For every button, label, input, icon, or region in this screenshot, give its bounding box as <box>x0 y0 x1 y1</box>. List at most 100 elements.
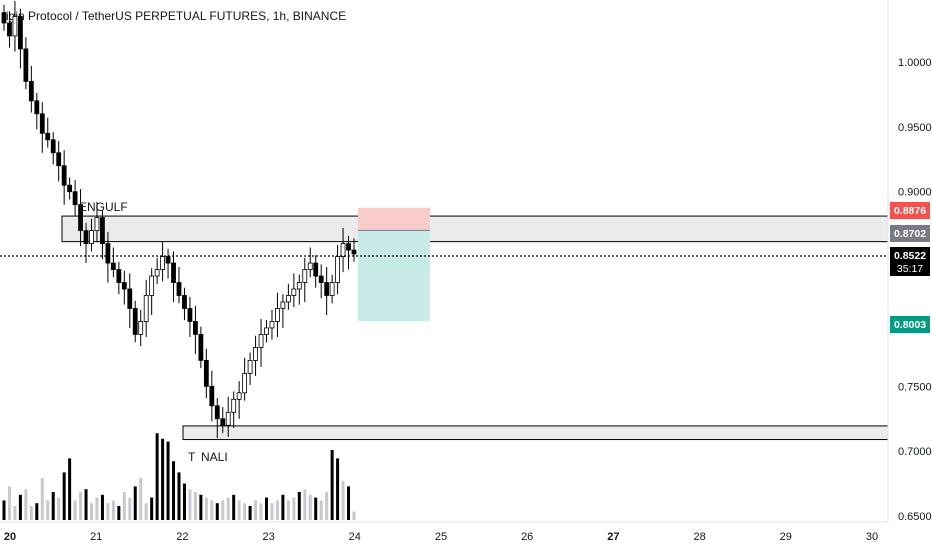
volume-bar <box>248 506 252 520</box>
x-tick-label: 28 <box>693 531 705 543</box>
countdown-text: 35:17 <box>897 263 923 275</box>
candle-body <box>296 282 302 290</box>
volume-bar <box>62 472 66 520</box>
volume-layer <box>2 433 356 520</box>
volume-bar <box>18 494 22 520</box>
volume-bar <box>303 489 307 520</box>
target-price-tag: 0.8003 <box>890 316 930 333</box>
candle-body <box>203 359 209 387</box>
candle-body <box>132 308 138 335</box>
candle-body <box>313 262 319 277</box>
volume-bar <box>90 503 93 520</box>
volume-bar <box>13 506 17 520</box>
x-tick-label: 27 <box>607 531 619 543</box>
candle-body <box>329 282 335 296</box>
candle-body <box>149 275 155 296</box>
candle-body <box>34 100 40 115</box>
volume-bar <box>319 500 323 520</box>
candle-body <box>264 327 269 335</box>
stop-loss-zone <box>358 207 430 231</box>
volume-bar <box>232 494 236 520</box>
volume-bar <box>7 486 11 520</box>
engulf-label: ENGULF <box>79 200 128 214</box>
volume-bar <box>46 500 50 520</box>
candle-body <box>214 405 220 420</box>
volume-bar <box>144 503 148 520</box>
volume-bar <box>172 461 176 520</box>
volume-bar <box>161 438 165 520</box>
candle-body <box>242 372 248 394</box>
target-tag-text: 0.8003 <box>894 319 926 331</box>
volume-bar <box>79 492 83 520</box>
volume-bar <box>243 503 247 520</box>
candle-body <box>78 204 83 232</box>
entry-tag-bg <box>890 225 930 242</box>
target-tag-bg <box>890 316 930 333</box>
candle-body <box>335 256 340 283</box>
candle-body <box>340 243 346 257</box>
volume-bar <box>51 492 55 520</box>
candle-body <box>324 282 330 296</box>
candle-body <box>269 321 275 329</box>
x-tick-label: 21 <box>90 531 102 543</box>
volume-bar <box>270 503 274 520</box>
candle-body <box>100 217 105 244</box>
volume-bar <box>122 492 126 520</box>
y-tick-label: 0.6500 <box>898 511 932 523</box>
volume-bar <box>259 503 263 520</box>
chart-title: rigin Protocol / TetherUS PERPETUAL FUTU… <box>2 9 347 23</box>
candle-body <box>318 275 324 283</box>
candle-body <box>346 243 351 251</box>
candle-body <box>116 269 122 283</box>
candle-body <box>45 132 51 141</box>
candle-body <box>143 295 149 322</box>
volume-bar <box>40 478 44 520</box>
candle-body <box>165 256 171 264</box>
candle-body <box>247 359 253 374</box>
candle-body <box>236 392 242 400</box>
volume-bar <box>314 497 318 520</box>
candle-body <box>89 230 94 244</box>
candle-body <box>171 262 176 283</box>
nali-prefix: T <box>188 450 196 464</box>
candle-body <box>72 191 78 206</box>
candle-body <box>187 308 193 322</box>
volume-bar <box>155 433 159 520</box>
candle-body <box>285 295 291 303</box>
volume-bar <box>265 497 268 520</box>
y-tick-label: 0.7000 <box>898 446 932 458</box>
volume-bar <box>308 494 312 520</box>
x-tick-label: 29 <box>780 531 792 543</box>
x-tick-label: 23 <box>262 531 274 543</box>
volume-bar <box>275 500 279 520</box>
time-axis[interactable]: 20 21 22 23 24 25 26 27 28 29 30 <box>4 531 878 543</box>
volume-bar <box>341 480 345 520</box>
volume-bar <box>352 511 356 520</box>
x-tick-label: 25 <box>435 531 447 543</box>
volume-bar <box>57 497 61 520</box>
current-price-text: 0.8522 <box>894 250 926 262</box>
x-tick-label: 24 <box>349 531 361 543</box>
candle-body <box>110 262 116 270</box>
volume-bar <box>193 492 197 520</box>
volume-bar <box>286 500 290 520</box>
y-tick-label: 1.0000 <box>898 57 932 69</box>
support-resistance-zone <box>61 215 889 243</box>
volume-bar <box>226 497 230 520</box>
candle-body <box>209 385 215 407</box>
price-axis[interactable]: 1.0000 0.9500 0.9000 0.7500 0.7000 0.6500 <box>898 57 932 523</box>
candle-body <box>50 139 56 154</box>
candle-body <box>83 230 89 244</box>
y-tick-label: 0.7500 <box>898 381 932 393</box>
volume-bar <box>95 497 99 520</box>
volume-bar <box>330 450 334 520</box>
entry-tag-text: 0.8702 <box>894 228 926 240</box>
volume-bar <box>336 458 340 520</box>
volume-bar <box>84 489 88 520</box>
volume-bar <box>325 492 329 520</box>
candle-body <box>253 347 258 361</box>
volume-bar <box>139 478 143 520</box>
volume-bar <box>73 500 77 520</box>
take-profit-zone <box>358 230 430 322</box>
